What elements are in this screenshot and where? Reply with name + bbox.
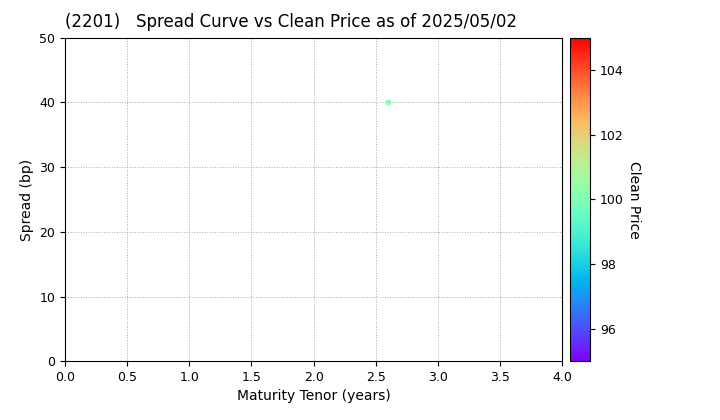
- Text: (2201)   Spread Curve vs Clean Price as of 2025/05/02: (2201) Spread Curve vs Clean Price as of…: [65, 13, 517, 31]
- X-axis label: Maturity Tenor (years): Maturity Tenor (years): [237, 389, 390, 404]
- Point: [382, 99, 394, 106]
- Y-axis label: Clean Price: Clean Price: [626, 160, 641, 239]
- Y-axis label: Spread (bp): Spread (bp): [19, 158, 34, 241]
